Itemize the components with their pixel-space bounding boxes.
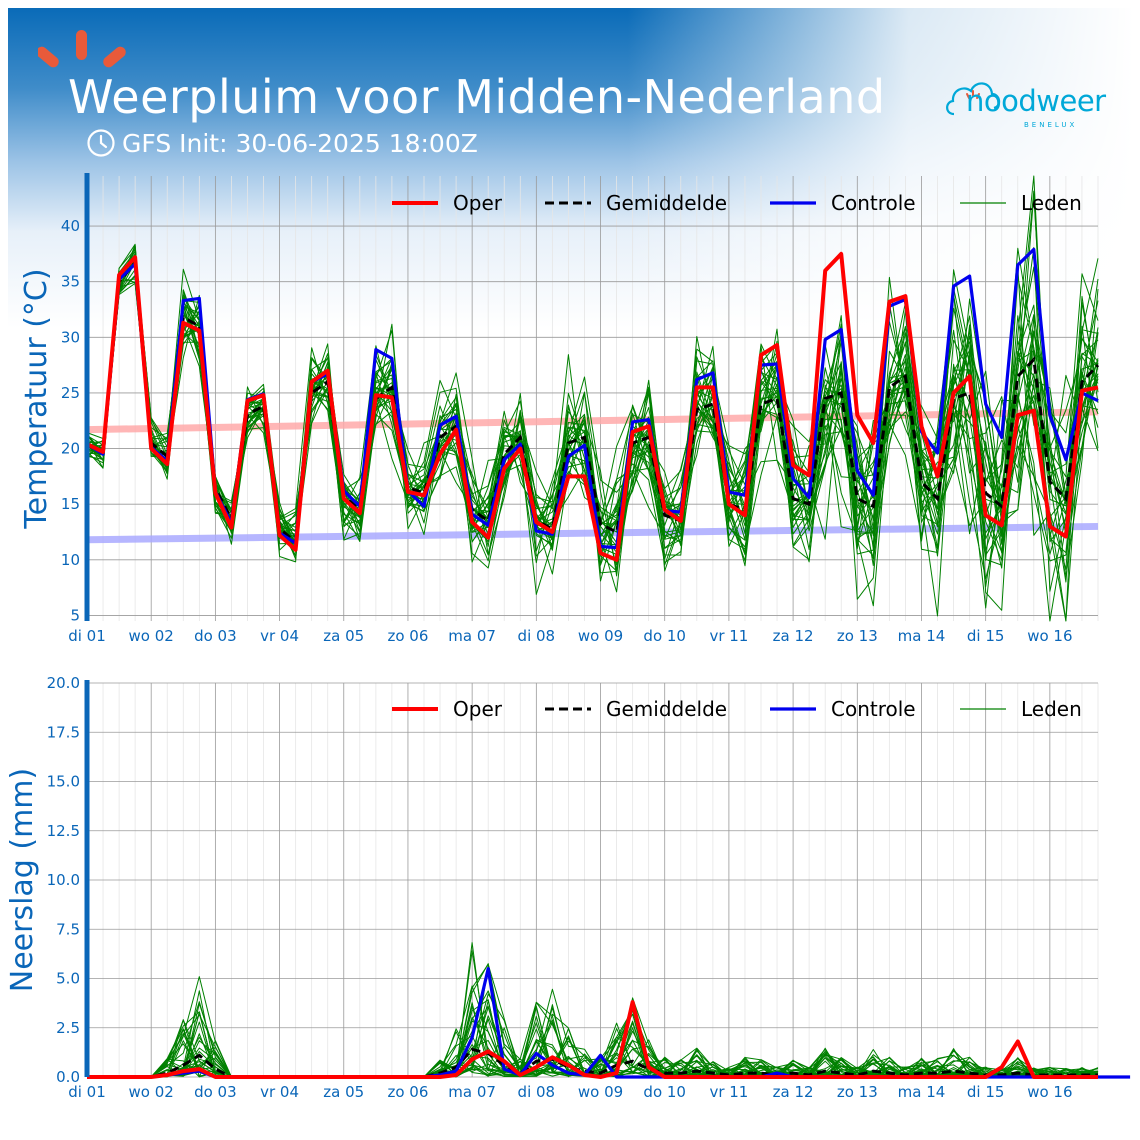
- legend-label: Oper: [453, 697, 503, 721]
- x-tick-label: wo 16: [1027, 627, 1072, 645]
- x-tick-label: do 03: [194, 1083, 237, 1101]
- y-tick-label: 5.0: [56, 970, 80, 988]
- climate-min-line: [86, 522, 1099, 544]
- y-tick-label: 17.5: [47, 723, 80, 741]
- legend-label: Oper: [453, 191, 503, 215]
- x-tick-label: za 12: [773, 1083, 814, 1101]
- x-tick-label: ma 14: [898, 1083, 946, 1101]
- legend-label: Leden: [1021, 697, 1082, 721]
- x-tick-label: di 08: [518, 1083, 556, 1101]
- y-tick-label: 10.0: [47, 871, 80, 889]
- x-tick-label: vr 04: [260, 1083, 299, 1101]
- member-line: [86, 257, 1099, 560]
- y-tick-label: 15.0: [47, 773, 80, 791]
- y-axis-label: Temperatuur (°C): [19, 268, 54, 529]
- member-line: [86, 251, 1099, 577]
- member-line: [86, 262, 1099, 611]
- x-tick-label: wo 02: [129, 627, 174, 645]
- x-tick-label: di 15: [967, 1083, 1005, 1101]
- x-tick-label: vr 04: [260, 627, 299, 645]
- logo-subtext: BENELUX: [1024, 121, 1078, 129]
- member-line: [87, 950, 1099, 1078]
- mean-line: [86, 259, 1100, 545]
- x-tick-label: za 12: [773, 627, 814, 645]
- x-tick-label: zo 06: [387, 1083, 428, 1101]
- x-tick-label: do 10: [643, 1083, 686, 1101]
- noodweer-logo: noodweer BENELUX: [944, 76, 1106, 132]
- y-tick-label: 5: [70, 606, 80, 624]
- x-tick-label: vr 11: [709, 627, 748, 645]
- legend-label: Controle: [831, 697, 916, 721]
- x-tick-label: zo 13: [837, 1083, 878, 1101]
- x-tick-label: di 01: [68, 1083, 106, 1101]
- x-tick-label: za 05: [323, 1083, 364, 1101]
- y-tick-label: 12.5: [47, 822, 80, 840]
- page-title: Weerpluim voor Midden-Nederland: [68, 70, 886, 124]
- init-time: GFS Init: 30-06-2025 18:00Z: [122, 128, 478, 158]
- x-tick-label: wo 09: [578, 1083, 623, 1101]
- clock-icon: [87, 129, 115, 157]
- x-tick-label: ma 07: [448, 627, 496, 645]
- oper-line: [86, 251, 1099, 562]
- legend-label: Gemiddelde: [606, 191, 727, 215]
- y-tick-label: 20: [61, 440, 80, 458]
- x-tick-label: zo 06: [387, 627, 428, 645]
- y-tick-label: 15: [61, 495, 80, 513]
- x-tick-label: di 01: [68, 627, 106, 645]
- y-tick-label: 0.0: [56, 1068, 80, 1086]
- x-tick-label: ma 07: [448, 1083, 496, 1101]
- header-fade: [8, 8, 1134, 328]
- legend: Oper Gemiddelde Controle Leden: [392, 191, 1082, 215]
- legend-label: Gemiddelde: [606, 697, 727, 721]
- y-tick-label: 35: [61, 273, 80, 291]
- oper-line: [87, 1000, 1098, 1079]
- x-tick-label: wo 02: [129, 1083, 174, 1101]
- x-tick-label: vr 11: [709, 1083, 748, 1101]
- init-info: GFS Init: 30-06-2025 18:00Z: [86, 128, 478, 158]
- mean-line: [87, 1047, 1098, 1079]
- x-tick-label: ma 14: [898, 627, 946, 645]
- member-line: [87, 965, 1099, 1078]
- y-tick-label: 2.5: [56, 1019, 80, 1037]
- x-tick-label: di 15: [967, 627, 1005, 645]
- x-tick-label: zo 13: [837, 627, 878, 645]
- climate-max-line: [86, 408, 1099, 434]
- x-tick-label: do 03: [194, 627, 237, 645]
- member-line: [86, 253, 1099, 600]
- legend: Oper Gemiddelde Controle Leden: [392, 697, 1082, 721]
- y-tick-label: 25: [61, 384, 80, 402]
- x-tick-label: di 08: [518, 627, 556, 645]
- y-tick-label: 7.5: [56, 920, 80, 938]
- x-tick-label: do 10: [643, 627, 686, 645]
- y-tick-label: 20.0: [47, 674, 80, 692]
- y-tick-label: 40: [61, 217, 80, 235]
- x-tick-label: za 05: [323, 627, 364, 645]
- logo-text: noodweer: [966, 84, 1106, 118]
- y-tick-label: 10: [61, 551, 80, 569]
- legend-label: Leden: [1021, 191, 1082, 215]
- y-tick-label: 30: [61, 328, 80, 346]
- ensemble-members: [87, 942, 1099, 1078]
- cloud-icon: [946, 82, 1001, 116]
- x-tick-label: wo 09: [578, 627, 623, 645]
- legend-label: Controle: [831, 191, 916, 215]
- sun-icon: [38, 30, 126, 68]
- x-tick-label: wo 16: [1027, 1083, 1072, 1101]
- y-axis-label: Neerslag (mm): [5, 768, 40, 992]
